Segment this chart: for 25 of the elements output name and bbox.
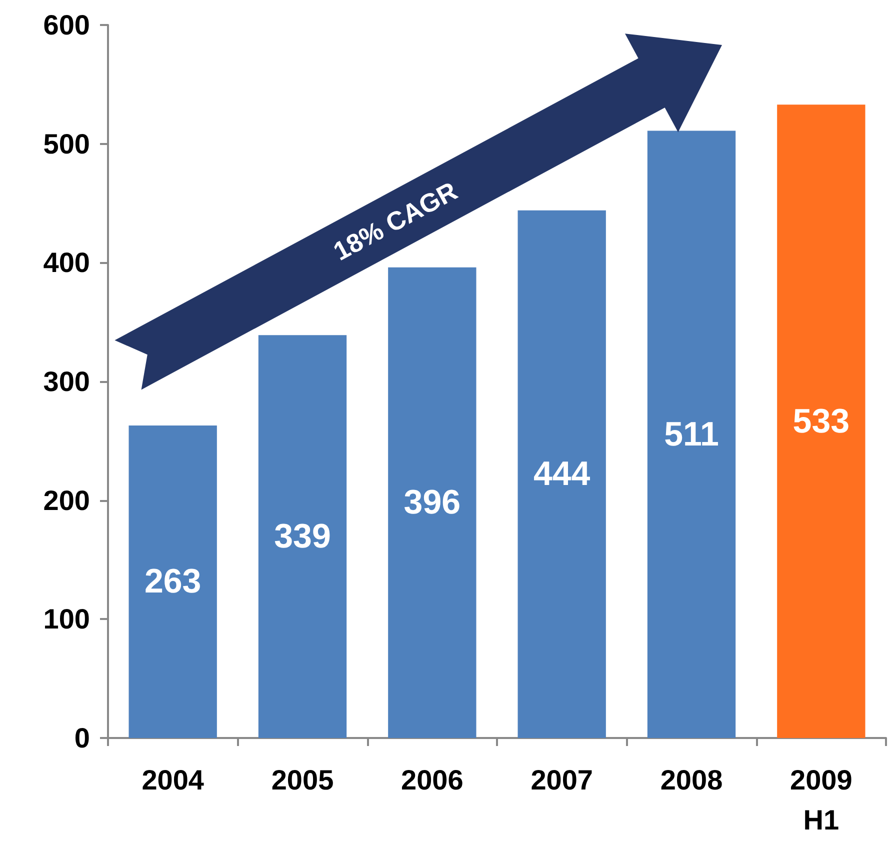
x-tick-label: 2008 <box>660 764 723 796</box>
y-tick-label: 300 <box>43 366 90 397</box>
y-tick-label: 600 <box>43 10 90 40</box>
bar <box>647 130 736 738</box>
x-tick-label: 2005 <box>271 764 334 796</box>
data-label: 263 <box>144 562 202 601</box>
y-tick-label: 400 <box>43 247 90 278</box>
x-tick-label: 2004 <box>142 764 204 796</box>
data-label: 533 <box>792 402 850 440</box>
y-tick-label: 0 <box>74 722 90 754</box>
data-label: 511 <box>664 415 719 454</box>
data-label: 444 <box>533 455 590 494</box>
data-label: 339 <box>274 518 331 556</box>
x-tick-label: 2007 <box>530 764 593 796</box>
bar <box>128 425 217 738</box>
bar <box>388 267 476 738</box>
y-tick-label: 500 <box>43 128 90 160</box>
bar <box>518 210 606 738</box>
data-label: 396 <box>404 484 461 522</box>
bar <box>258 335 347 738</box>
y-tick-label: 100 <box>43 604 90 635</box>
x-tick-label: 2009 H1 <box>790 764 852 836</box>
x-tick-label: 2006 <box>401 764 464 796</box>
y-tick-label: 200 <box>43 484 90 516</box>
bar <box>777 104 866 738</box>
